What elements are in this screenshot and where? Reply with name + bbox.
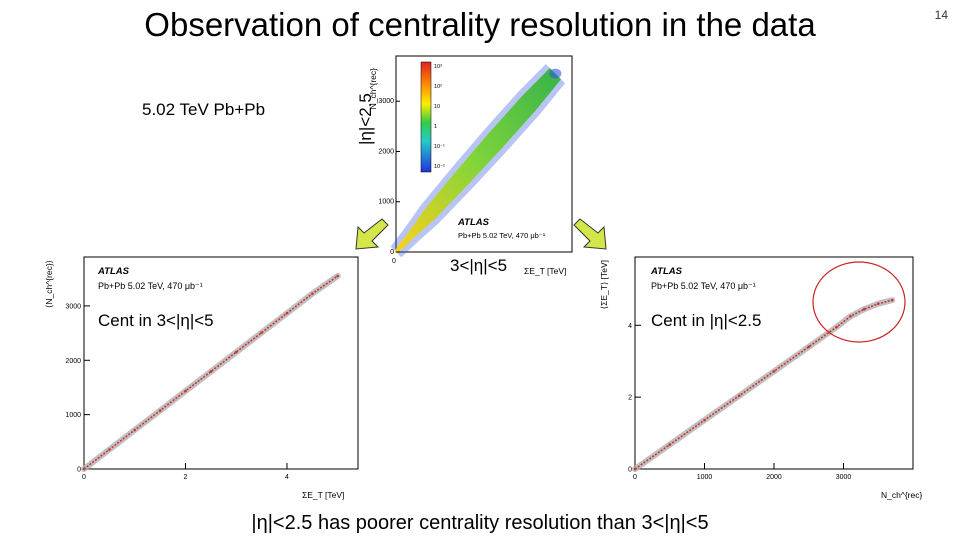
conclusion-text: |η|<2.5 has poorer centrality resolution… bbox=[251, 512, 709, 534]
data-point-6 bbox=[234, 350, 238, 354]
top-ridge-group bbox=[390, 63, 565, 258]
data-point-6 bbox=[835, 325, 838, 329]
bottom-right-plot: 0 1000 2000 3000 0 2 4 ATLAS Pb+Pb 5.02 TeV, 4… bbox=[599, 256, 922, 500]
top-y-tick-1: 1000 bbox=[378, 199, 394, 206]
data-point-2 bbox=[703, 418, 706, 422]
top-info-label: Pb+Pb 5.02 TeV, 470 μb⁻¹ bbox=[458, 231, 546, 240]
x-tick-label-0: 0 bbox=[633, 474, 637, 481]
data-point-4 bbox=[772, 369, 776, 373]
data-point-3 bbox=[737, 394, 741, 397]
colorbar-label-4: 10⁻¹ bbox=[434, 144, 445, 150]
x-tick-label-2: 2000 bbox=[766, 474, 782, 481]
data-point-7 bbox=[260, 331, 263, 334]
ridge-core bbox=[394, 67, 561, 254]
data-point-1 bbox=[668, 443, 672, 446]
bl-atlas-label: ATLAS bbox=[97, 266, 130, 277]
y-tick-label-1: 1000 bbox=[65, 412, 81, 419]
y-tick-label-0: 0 bbox=[77, 467, 81, 474]
br-xlabel: N_ch^{rec} bbox=[881, 490, 922, 500]
data-point-2 bbox=[133, 428, 137, 432]
y-tick-label-1: 2 bbox=[628, 395, 632, 402]
x-tick-label-1: 2 bbox=[184, 474, 188, 481]
series-line bbox=[634, 299, 893, 470]
data-point-9 bbox=[876, 302, 880, 306]
bottom-left-plot: 0 2 4 0 1000 2000 3000 ATLAS Pb+Pb 5.02 TeV, 4… bbox=[44, 256, 359, 500]
bl-info-label: Pb+Pb 5.02 TeV, 470 μb⁻¹ bbox=[98, 281, 203, 291]
y-tick-label-0: 0 bbox=[628, 467, 632, 474]
right-arrow bbox=[573, 218, 607, 250]
top-xlabel: ΣE_T [TeV] bbox=[524, 266, 566, 276]
br-info-label: Pb+Pb 5.02 TeV, 470 μb⁻¹ bbox=[651, 281, 756, 291]
bl-xlabel: ΣE_T [TeV] bbox=[302, 490, 344, 500]
data-point-1 bbox=[108, 448, 111, 451]
top-ylabel: N_ch^{rec} bbox=[368, 68, 378, 109]
y-tick-label-2: 4 bbox=[628, 323, 632, 330]
colorbar bbox=[420, 61, 432, 173]
cent-right-label: Cent in |η|<2.5 bbox=[651, 311, 762, 330]
left-arrow bbox=[355, 218, 389, 250]
highlight-circle bbox=[812, 261, 906, 343]
x-tick-label-1: 1000 bbox=[697, 474, 713, 481]
energy-label: 5.02 TeV Pb+Pb bbox=[142, 100, 266, 119]
x-tick-label-3: 3000 bbox=[836, 474, 852, 481]
br-ylabel: ⟨ΣE_T⟩ [TeV] bbox=[599, 260, 609, 309]
data-point-5 bbox=[209, 370, 213, 373]
top-atlas-label: ATLAS bbox=[457, 217, 490, 228]
data-point-8 bbox=[863, 307, 866, 311]
slide-title: Observation of centrality resolution in … bbox=[144, 6, 816, 43]
data-point-4 bbox=[184, 389, 187, 393]
colorbar-label-0: 10³ bbox=[434, 64, 442, 70]
data-point-10 bbox=[336, 274, 340, 278]
top-y-tick-3: 3000 bbox=[378, 98, 394, 105]
data-point-10 bbox=[890, 298, 894, 302]
data-point-9 bbox=[311, 292, 314, 295]
data-point-5 bbox=[807, 345, 811, 349]
data-point-8 bbox=[285, 311, 289, 315]
bl-ylabel: ⟨N_ch^{rec}⟩ bbox=[44, 260, 54, 308]
data-point-0 bbox=[82, 467, 86, 471]
data-point-3 bbox=[158, 409, 162, 412]
top-y-tick-2: 2000 bbox=[378, 148, 394, 155]
top-y-tick-0: 0 bbox=[390, 249, 394, 256]
slide-number: 14 bbox=[934, 8, 948, 22]
data-point-0 bbox=[633, 467, 637, 471]
y-tick-label-2: 2000 bbox=[65, 358, 81, 365]
eta-forward-label: 3<|η|<5 bbox=[448, 256, 510, 276]
series-line bbox=[83, 275, 339, 470]
ridge-tip bbox=[549, 68, 562, 79]
br-atlas-label: ATLAS bbox=[650, 266, 683, 277]
cent-left-label: Cent in 3<|η|<5 bbox=[98, 311, 214, 330]
x-tick-label-2: 4 bbox=[285, 474, 289, 481]
colorbar-label-3: 1 bbox=[434, 124, 437, 130]
y-tick-label-3: 3000 bbox=[65, 303, 81, 310]
top-x-tick-0: 0 bbox=[392, 258, 396, 265]
colorbar-label-5: 10⁻² bbox=[434, 164, 445, 170]
colorbar-label-1: 10² bbox=[434, 84, 442, 90]
x-tick-label-0: 0 bbox=[82, 474, 86, 481]
data-point-7 bbox=[849, 314, 852, 318]
colorbar-label-2: 10 bbox=[434, 104, 440, 110]
